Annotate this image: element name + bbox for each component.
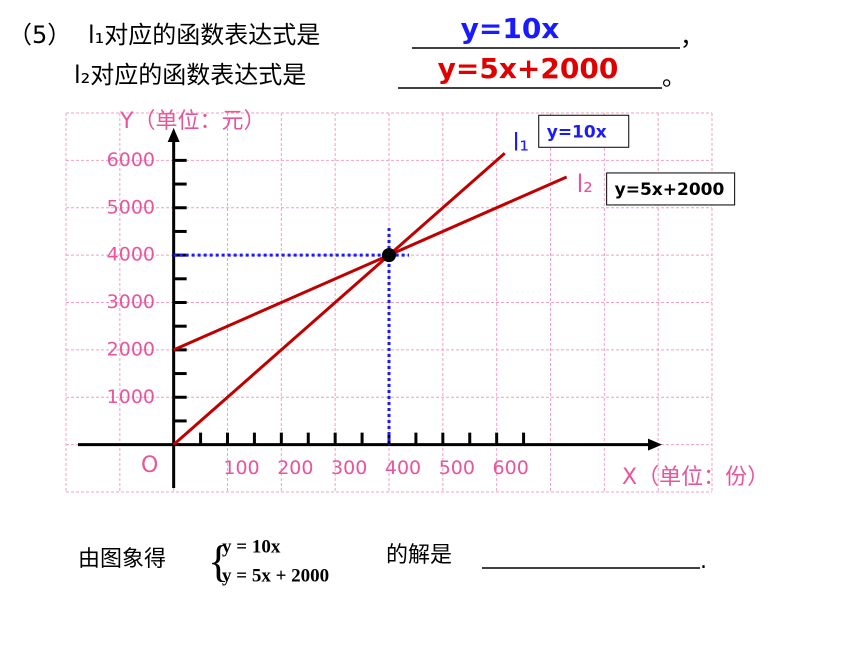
- series-line: [172, 152, 506, 446]
- x-tick-label: 300: [331, 457, 367, 479]
- x-tick-label: 600: [493, 457, 529, 479]
- y-tick-label: 5000: [107, 196, 155, 218]
- punct: ，: [680, 23, 704, 51]
- y-tick-label: 1000: [107, 386, 155, 408]
- equation: y = 5x + 2000: [222, 565, 329, 586]
- answer: y=5x+2000: [438, 52, 619, 85]
- equation-label: y=10x: [547, 122, 607, 142]
- x-axis-arrow: [648, 438, 662, 451]
- y-tick-label: 3000: [107, 291, 155, 313]
- answer: y=10x: [461, 12, 560, 45]
- equation-box: [606, 172, 736, 206]
- question-number: （5）: [8, 21, 71, 49]
- intersection-point: [382, 248, 396, 263]
- equation-box: [538, 114, 630, 148]
- footer-text: .: [700, 549, 707, 574]
- x-axis-label: X（单位：份）: [622, 465, 769, 490]
- footer-text: 的解是: [386, 543, 452, 568]
- x-tick-label: 400: [385, 457, 421, 479]
- equation: y = 10x: [222, 536, 281, 557]
- x-tick-label: 100: [223, 457, 259, 479]
- brace: {: [208, 537, 229, 586]
- y-tick-label: 2000: [107, 338, 155, 360]
- series-label: l₁: [513, 128, 529, 156]
- series-label: l₂: [577, 170, 593, 198]
- question-text: l₂对应的函数表达式是: [74, 61, 306, 89]
- footer-text: 由图象得: [78, 547, 166, 572]
- y-axis-arrow: [167, 128, 180, 142]
- x-tick-label: 500: [439, 457, 475, 479]
- y-tick-label: 4000: [107, 244, 155, 266]
- series-line: [173, 175, 568, 352]
- equation-label: y=5x+2000: [615, 180, 725, 200]
- origin-label: O: [141, 453, 158, 478]
- question-text: l₁对应的函数表达式是: [88, 21, 320, 49]
- y-axis-label: Y（单位：元）: [119, 109, 265, 134]
- x-tick-label: 200: [277, 457, 313, 479]
- punct: 。: [662, 63, 686, 91]
- y-tick-label: 6000: [107, 149, 155, 171]
